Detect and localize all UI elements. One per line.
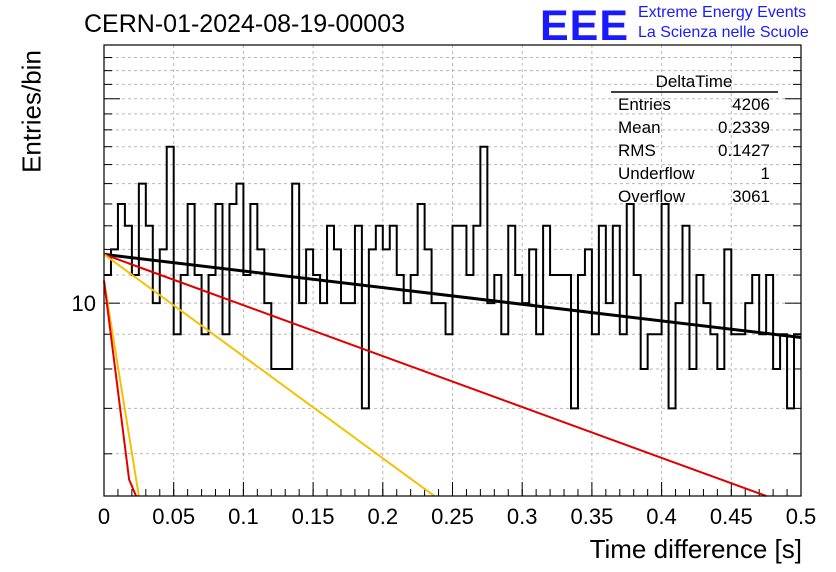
x-tick-label: 0.4 <box>646 504 677 529</box>
x-axis-label: Time difference [s] <box>589 534 802 564</box>
stats-value: 4206 <box>732 95 770 114</box>
fit-line <box>103 252 802 340</box>
x-tick-label: 0.3 <box>507 504 538 529</box>
histogram <box>104 145 801 410</box>
x-tick-label: 0.35 <box>570 504 613 529</box>
stats-value: 0.1427 <box>718 141 770 160</box>
x-tick-labels: 0 0.05 0.1 0.15 0.2 0.25 0.3 0.35 0.4 0.45 0.5 <box>98 504 816 529</box>
brand-line-2: La Scienza nelle Scuole <box>638 24 809 41</box>
grid <box>103 44 802 496</box>
x-tick-label: 0.5 <box>786 504 817 529</box>
y-tick-labels: 10 <box>72 291 96 316</box>
eee-logo: EEE <box>540 2 630 50</box>
x-tick-label: 0.05 <box>152 504 195 529</box>
fit-line <box>103 253 767 497</box>
histogram-outline <box>104 145 801 410</box>
stats-label: Entries <box>618 95 671 114</box>
chart-title: CERN-01-2024-08-19-00003 <box>84 10 406 38</box>
stats-value: 0.2339 <box>718 118 770 137</box>
stats-label: RMS <box>618 141 656 160</box>
stats-label: Overflow <box>618 187 686 206</box>
x-tick-label: 0.1 <box>228 504 259 529</box>
stats-value: 1 <box>761 164 770 183</box>
fit-line <box>103 280 137 497</box>
stats-box: DeltaTime Entries 4206 Mean 0.2339 RMS 0.1427… <box>611 72 778 206</box>
y-tick-label: 10 <box>72 291 96 316</box>
brand-line-1: Extreme Energy Events <box>638 4 807 21</box>
x-tick-label: 0.25 <box>431 504 474 529</box>
fit-curves <box>103 252 802 497</box>
stats-label: Mean <box>618 118 661 137</box>
fit-line <box>103 280 140 497</box>
plot-frame <box>103 44 802 497</box>
stats-label: Underflow <box>618 164 695 183</box>
x-tick-label: 0 <box>98 504 110 529</box>
stats-value: 3061 <box>732 187 770 206</box>
stats-title: DeltaTime <box>656 72 733 91</box>
fit-line <box>103 253 435 497</box>
x-tick-label: 0.15 <box>292 504 335 529</box>
x-tick-label: 0.2 <box>368 504 399 529</box>
x-tick-label: 0.45 <box>710 504 753 529</box>
